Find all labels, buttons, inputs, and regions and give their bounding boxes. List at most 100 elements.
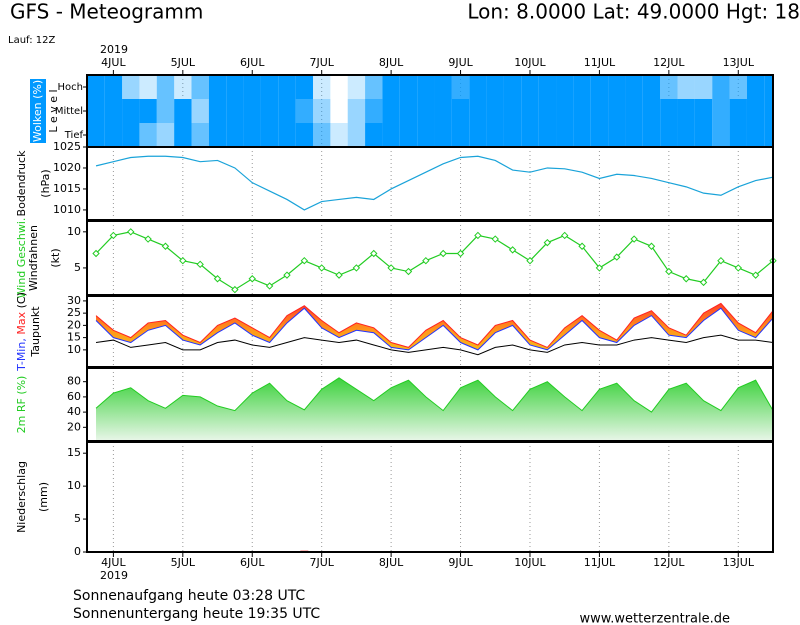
cloud-cell [538, 123, 557, 147]
marker [92, 249, 100, 258]
level-label: Tief [64, 130, 84, 141]
series-line [95, 155, 774, 211]
y-tick-label: 30 [67, 294, 81, 307]
cloud-cell [764, 99, 773, 123]
cloud-cell [764, 123, 773, 147]
y-axis-label: Taupunkt [29, 306, 42, 358]
panel-frame [86, 220, 774, 296]
x-tick-label: 7JUL [309, 56, 334, 69]
x-tick-label: 12JUL [653, 56, 685, 69]
x-tick-label: 9JUL [448, 56, 473, 69]
y-axis-label-part: Bodendruck [15, 150, 28, 217]
cloud-cell [174, 123, 192, 147]
x-tick-label: 10JUL [514, 556, 546, 569]
cloud-cell [469, 123, 487, 147]
cloud-cell [365, 99, 383, 123]
y-tick-label: 1020 [53, 161, 81, 174]
cloud-cell [608, 123, 626, 147]
marker [630, 235, 638, 243]
marker [127, 228, 135, 236]
cloud-cell [313, 99, 331, 123]
x-tick-label: 11JUL [584, 56, 616, 69]
marker [439, 249, 447, 258]
cloud-cell [156, 123, 175, 147]
cloud-cell [278, 99, 296, 123]
cloud-cell [104, 75, 123, 99]
x-tick-label: 5JUL [171, 56, 196, 69]
y-axis-label: Windfahnen [27, 225, 40, 291]
y-tick-label: 20 [67, 318, 81, 331]
cloud-cell [521, 123, 539, 147]
y-tick-label: 0 [74, 545, 81, 558]
cloud-cell [243, 99, 261, 123]
marker [179, 256, 187, 265]
y-axis-label: (hPa) [39, 169, 52, 197]
cloud-cell [486, 99, 504, 123]
cloud-cell [191, 99, 209, 123]
series-line [95, 302, 774, 349]
y-axis-label-part: T-Min, [15, 338, 28, 372]
temp-band [96, 303, 774, 350]
y-axis-label-part: (kt) [49, 248, 62, 267]
marker [300, 256, 309, 265]
marker [196, 260, 204, 269]
y-axis-label-part: Wind Geschwi. [15, 218, 28, 299]
marker [560, 231, 569, 240]
cloud-cell [746, 75, 765, 99]
marker [387, 264, 395, 272]
cloud-cell [694, 75, 713, 99]
cloud-cell [434, 123, 452, 147]
cloud-cell [139, 123, 157, 147]
cloud-cell [260, 99, 279, 123]
cloud-cell [556, 123, 574, 147]
cloud-cell [122, 123, 140, 147]
marker [734, 264, 742, 272]
cloud-cell [625, 75, 643, 99]
marker [335, 271, 343, 279]
cloud-cell [469, 99, 487, 123]
cloud-cell [243, 123, 261, 147]
cloud-cell [486, 123, 504, 147]
cloud-cell [399, 75, 418, 99]
marker [456, 249, 465, 258]
cloud-cell [764, 75, 773, 99]
y-tick-label: 15 [67, 331, 81, 344]
cloud-cell [486, 75, 504, 99]
cloud-cell [677, 75, 695, 99]
cloud-cell [243, 75, 261, 99]
y-axis-label: 2m RF (%) [15, 376, 28, 434]
cloud-cell [729, 75, 747, 99]
x-tick-label: 6JUL [240, 56, 265, 69]
cloud-cell [556, 99, 574, 123]
cloud-cell [313, 123, 331, 147]
marker [526, 256, 534, 265]
cloud-cell [226, 99, 244, 123]
cloud-cell [87, 123, 105, 147]
cloud-cell [278, 123, 296, 147]
cloud-cell [313, 75, 331, 99]
cloud-cell [434, 75, 452, 99]
title: GFS - Meteogramm [10, 0, 203, 24]
marker [265, 282, 274, 290]
y-axis-label-part: (hPa) [39, 169, 52, 197]
cloud-cell [330, 99, 347, 123]
marker [404, 267, 413, 276]
cloud-cell [208, 99, 227, 123]
y-tick-label: 10 [67, 479, 81, 492]
x-tick-label: 13JUL [723, 56, 755, 69]
cloud-cell [139, 99, 157, 123]
cloud-cell [521, 99, 539, 123]
marker [422, 256, 430, 265]
cloud-cell [260, 75, 279, 99]
level-label: Hoch [58, 82, 83, 93]
cloud-cell [156, 99, 175, 123]
cloud-cell [729, 99, 747, 123]
y-axis-label-part: (C) [15, 292, 28, 308]
series-line [95, 307, 774, 351]
y-tick-label: 15 [67, 446, 81, 459]
level-label: Mittel [55, 106, 83, 117]
cloud-cell [694, 99, 713, 123]
cloud-cell [590, 123, 609, 147]
series-line [95, 231, 774, 291]
marker [699, 278, 708, 287]
